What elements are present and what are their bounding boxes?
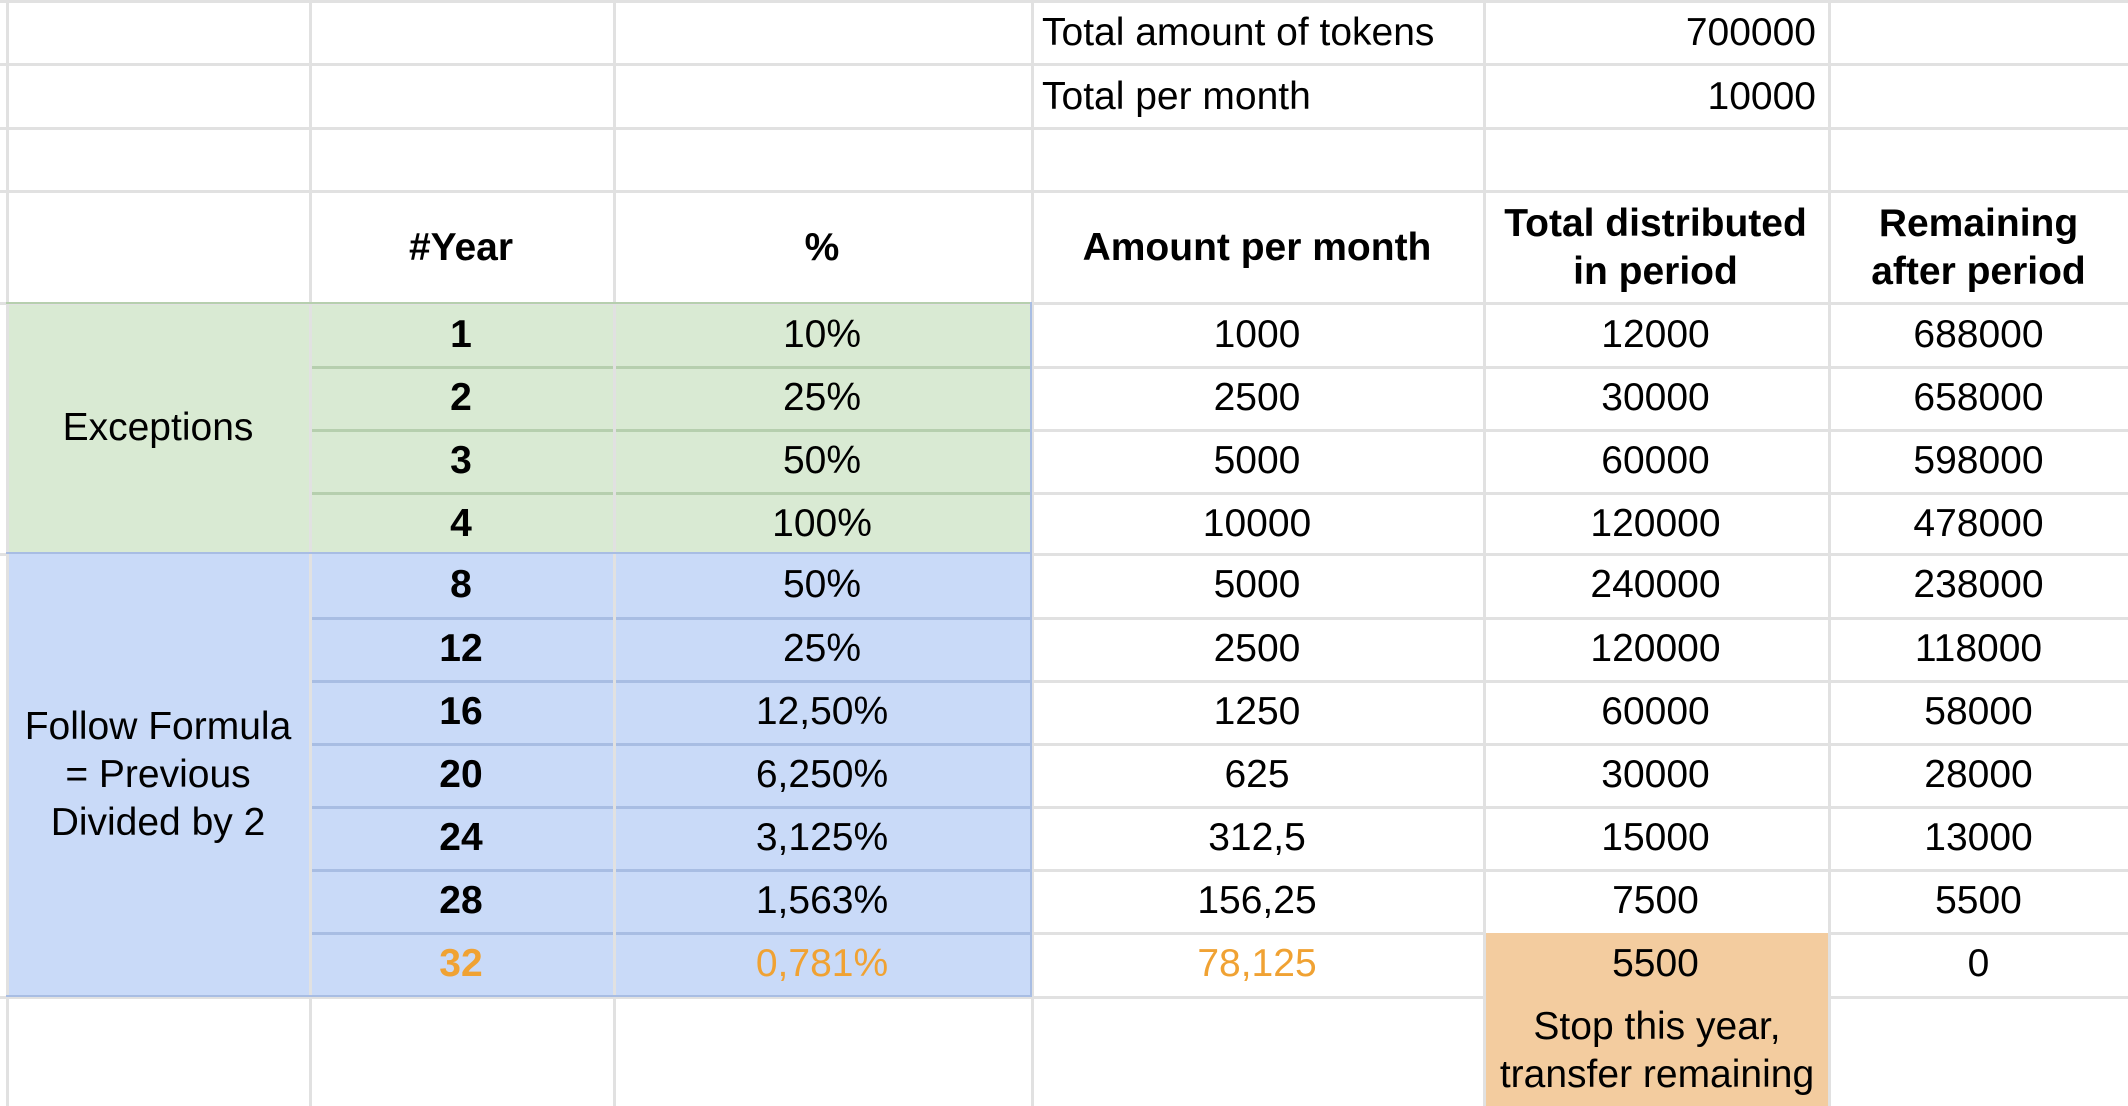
total-distributed-cell[interactable]: 30000 bbox=[1601, 375, 1710, 419]
total-distributed-cell[interactable]: 60000 bbox=[1601, 438, 1710, 482]
year-cell[interactable]: 24 bbox=[439, 815, 483, 859]
total-distributed-cell[interactable]: 30000 bbox=[1601, 752, 1710, 796]
year-cell[interactable]: 16 bbox=[439, 689, 483, 733]
stop-note[interactable]: Stop this year, transfer remaining bbox=[1499, 1005, 1815, 1096]
summary-label-total-tokens[interactable]: Total amount of tokens bbox=[1042, 11, 1435, 54]
amount-cell[interactable]: 156,25 bbox=[1197, 878, 1317, 922]
amount-cell[interactable]: 10000 bbox=[1202, 501, 1312, 545]
amount-cell[interactable]: 5000 bbox=[1213, 562, 1301, 606]
summary-value-total-tokens[interactable]: 700000 bbox=[1685, 11, 1816, 54]
total-distributed-cell[interactable]: 240000 bbox=[1590, 562, 1721, 606]
group-label-exceptions[interactable]: Exceptions bbox=[62, 406, 254, 449]
remaining-cell[interactable]: 28000 bbox=[1924, 752, 2033, 796]
summary-label-total-per-month[interactable]: Total per month bbox=[1042, 74, 1311, 118]
remaining-cell[interactable]: 238000 bbox=[1913, 562, 2044, 606]
remaining-cell[interactable]: 598000 bbox=[1913, 438, 2044, 482]
percent-cell[interactable]: 3,125% bbox=[755, 815, 889, 859]
total-distributed-cell[interactable]: 5500 bbox=[1612, 941, 1699, 985]
group-label-follow-formula[interactable]: Follow Formula = Previous Divided by 2 bbox=[24, 704, 292, 844]
header-remaining[interactable]: Remaining after period bbox=[1871, 201, 2086, 293]
year-cell[interactable]: 4 bbox=[450, 501, 472, 545]
header-amount-per-month[interactable]: Amount per month bbox=[1082, 225, 1432, 269]
percent-cell[interactable]: 6,250% bbox=[755, 752, 889, 796]
summary-value-total-per-month[interactable]: 10000 bbox=[1707, 74, 1816, 118]
total-distributed-cell[interactable]: 120000 bbox=[1590, 501, 1721, 545]
stop-fill bbox=[1485, 933, 1829, 1106]
total-distributed-cell[interactable]: 60000 bbox=[1601, 689, 1710, 733]
year-cell[interactable]: 32 bbox=[439, 941, 483, 985]
total-distributed-cell[interactable]: 12000 bbox=[1601, 312, 1710, 356]
amount-cell[interactable]: 625 bbox=[1224, 752, 1290, 796]
amount-cell[interactable]: 2500 bbox=[1213, 626, 1301, 670]
percent-cell[interactable]: 1,563% bbox=[755, 878, 889, 922]
amount-cell[interactable]: 2500 bbox=[1213, 375, 1301, 419]
amount-cell[interactable]: 5000 bbox=[1213, 438, 1301, 482]
remaining-cell[interactable]: 0 bbox=[1967, 941, 1990, 985]
percent-cell[interactable]: 100% bbox=[772, 501, 872, 545]
amount-cell[interactable]: 1250 bbox=[1213, 689, 1301, 733]
percent-cell[interactable]: 0,781% bbox=[755, 941, 889, 985]
header-total-distributed[interactable]: Total distributed in period bbox=[1504, 201, 1807, 293]
year-cell[interactable]: 1 bbox=[450, 312, 472, 356]
year-cell[interactable]: 2 bbox=[450, 375, 472, 419]
header-year[interactable]: #Year bbox=[408, 225, 514, 269]
percent-cell[interactable]: 25% bbox=[782, 626, 862, 670]
header-percent[interactable]: % bbox=[804, 225, 840, 269]
year-cell[interactable]: 3 bbox=[450, 438, 472, 482]
remaining-cell[interactable]: 13000 bbox=[1924, 815, 2033, 859]
year-cell[interactable]: 12 bbox=[439, 626, 483, 670]
remaining-cell[interactable]: 478000 bbox=[1913, 501, 2044, 545]
percent-cell[interactable]: 50% bbox=[782, 562, 862, 606]
year-cell[interactable]: 8 bbox=[450, 562, 472, 606]
remaining-cell[interactable]: 118000 bbox=[1914, 626, 2043, 670]
percent-cell[interactable]: 50% bbox=[782, 438, 862, 482]
amount-cell[interactable]: 312,5 bbox=[1208, 815, 1306, 859]
amount-cell[interactable]: 1000 bbox=[1213, 312, 1301, 356]
year-cell[interactable]: 20 bbox=[439, 752, 483, 796]
remaining-cell[interactable]: 5500 bbox=[1935, 878, 2022, 922]
percent-cell[interactable]: 12,50% bbox=[755, 689, 889, 733]
percent-cell[interactable]: 10% bbox=[782, 312, 862, 356]
total-distributed-cell[interactable]: 15000 bbox=[1601, 815, 1710, 859]
formula-fill bbox=[7, 553, 1031, 996]
total-distributed-cell[interactable]: 7500 bbox=[1612, 878, 1699, 922]
percent-cell[interactable]: 25% bbox=[782, 375, 862, 419]
total-distributed-cell[interactable]: 120000 bbox=[1590, 626, 1721, 670]
remaining-cell[interactable]: 58000 bbox=[1924, 689, 2033, 733]
remaining-cell[interactable]: 688000 bbox=[1913, 312, 2044, 356]
exceptions-fill bbox=[7, 303, 1031, 553]
remaining-cell[interactable]: 658000 bbox=[1913, 375, 2044, 419]
year-cell[interactable]: 28 bbox=[439, 878, 483, 922]
amount-cell[interactable]: 78,125 bbox=[1197, 941, 1317, 985]
